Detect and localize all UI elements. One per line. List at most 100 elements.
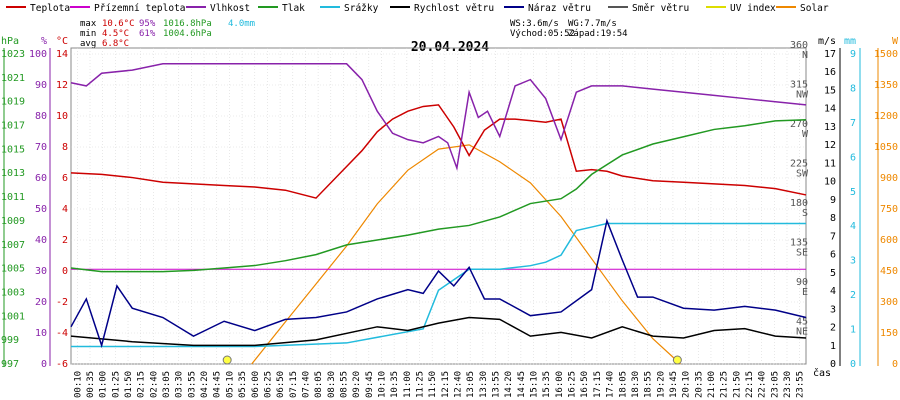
x-tick-label: 20:10 (682, 371, 692, 398)
x-tick-label: 16:25 (568, 371, 578, 398)
temp-axis-tick: 12 (56, 80, 68, 91)
dir-axis-compass: NE (796, 327, 808, 338)
temp-axis-label: °C (56, 36, 68, 47)
x-tick-label: 04:20 (200, 371, 210, 398)
x-tick-label: 06:25 (263, 371, 273, 398)
x-tick-label: 15:10 (530, 371, 540, 398)
series-solar-line (251, 144, 681, 365)
stat-value: avg (80, 39, 96, 49)
x-tick-label: 07:15 (289, 371, 299, 398)
x-tick-label: 07:40 (301, 371, 311, 398)
w-axis-label: W (892, 36, 899, 47)
uv-marker (672, 355, 682, 365)
legend-label: Přízemní teplota (94, 3, 186, 14)
hpa-axis-tick: 1021 (1, 73, 25, 84)
x-tick-label: 01:00 (99, 371, 109, 398)
stat-value: max (80, 19, 97, 29)
series-n-raz-v-tru (70, 218, 807, 349)
x-tick-label: 18:55 (644, 371, 654, 398)
w-axis-tick: 1050 (874, 142, 898, 153)
stat-value: 4.5°C (102, 29, 129, 39)
x-tick-label: 22:15 (745, 371, 755, 398)
legend-label: Solar (800, 3, 829, 14)
mm-axis-tick: 9 (850, 49, 856, 60)
ms-axis-tick: 14 (824, 104, 836, 115)
x-tick-label: 08:30 (327, 371, 337, 398)
ms-axis-tick: 5 (830, 268, 836, 279)
dir-axis-tick: 360 (790, 40, 808, 51)
w-axis-tick: 1350 (874, 80, 898, 91)
mm-axis-tick: 3 (850, 256, 856, 267)
x-tick-label: 08:55 (339, 371, 349, 398)
dir-axis-tick: 45 (796, 317, 808, 328)
stat-value: 61% (139, 29, 156, 39)
x-tick-label: 05:35 (238, 371, 248, 398)
dir-axis-compass: NW (796, 90, 809, 101)
x-tick-label: 00:35 (86, 371, 96, 398)
x-tick-label: 16:00 (555, 371, 565, 398)
ms-axis-tick: 2 (830, 323, 836, 334)
stat-value: 6.8°C (102, 39, 129, 49)
pct-axis-tick: 10 (35, 328, 47, 339)
mm-axis-tick: 8 (850, 83, 856, 94)
plot-frame (70, 47, 807, 365)
pct-axis-tick: 30 (35, 266, 47, 277)
x-tick-label: 11:00 (403, 371, 413, 398)
stats-panel: max 10.6°C 95% 1016.8hPa 4.0mm min 4.5°C 61% 100… (80, 19, 628, 49)
x-tick-label: 21:50 (732, 371, 742, 398)
x-tick-label: 23:30 (783, 371, 793, 398)
series-sr-ky (71, 222, 806, 348)
ms-axis-tick: 12 (824, 140, 836, 151)
temp-axis-tick: 8 (62, 142, 68, 153)
pct-axis-tick: 80 (35, 111, 47, 122)
temp-axis-tick: -4 (56, 328, 68, 339)
dir-axis-tick: 135 (790, 238, 808, 249)
dir-axis-compass: SW (796, 169, 809, 180)
w-axis-tick: 900 (880, 173, 898, 184)
x-tick-label: 12:15 (441, 371, 451, 398)
stat-sunset: Západ:19:54 (568, 29, 628, 39)
series-tlak (70, 118, 807, 273)
x-tick-label: 16:50 (580, 371, 590, 398)
ms-axis-tick: 7 (830, 231, 836, 242)
stat-value: 10.6°C (102, 19, 135, 29)
dir-axis-tick: 315 (790, 80, 808, 91)
ms-axis-tick: 13 (824, 122, 836, 133)
x-tick-label: 02:15 (137, 371, 147, 398)
hpa-axis-tick: 1009 (1, 216, 25, 227)
legend-label: Srážky (344, 3, 379, 14)
ms-axis-tick: 4 (830, 286, 836, 297)
x-tick-label: 20:35 (694, 371, 704, 398)
mm-axis-tick: 7 (850, 118, 856, 129)
x-tick-label: 04:45 (213, 371, 223, 398)
legend-label: Rychlost větru (414, 3, 494, 14)
x-tick-label: 06:00 (251, 371, 261, 398)
x-tick-label: 08:05 (314, 371, 324, 398)
x-tick-label: 21:25 (720, 371, 730, 398)
ms-axis-tick: 8 (830, 213, 836, 224)
x-tick-label: 13:05 (466, 371, 476, 398)
w-axis-tick: 150 (880, 328, 898, 339)
temp-axis-tick: 4 (62, 204, 68, 215)
temp-axis-tick: 2 (62, 235, 68, 246)
temp-axis-tick: 0 (62, 266, 68, 277)
pct-axis-label: % (41, 36, 47, 47)
series-vlhkost (70, 63, 807, 172)
temp-axis-tick: 6 (62, 173, 68, 184)
x-tick-label: 18:30 (631, 371, 641, 398)
ms-axis-tick: 1 (830, 341, 836, 352)
stat-sunrise: Východ:05:52 (510, 29, 575, 39)
x-axis-label: čas (813, 367, 831, 379)
hpa-axis-tick: 1005 (1, 264, 25, 275)
stat-value: 95% (139, 19, 156, 29)
w-axis-tick: 1200 (874, 111, 898, 122)
x-tick-label: 18:05 (618, 371, 628, 398)
x-tick-label: 12:40 (454, 371, 464, 398)
legend-label: UV index (730, 3, 776, 14)
pct-axis-tick: 20 (35, 297, 47, 308)
x-tick-label: 03:05 (162, 371, 172, 398)
series-rychlost-v-tru (70, 316, 807, 347)
temp-axis-tick: 14 (56, 49, 68, 60)
dir-axis-tick: 270 (790, 119, 808, 130)
